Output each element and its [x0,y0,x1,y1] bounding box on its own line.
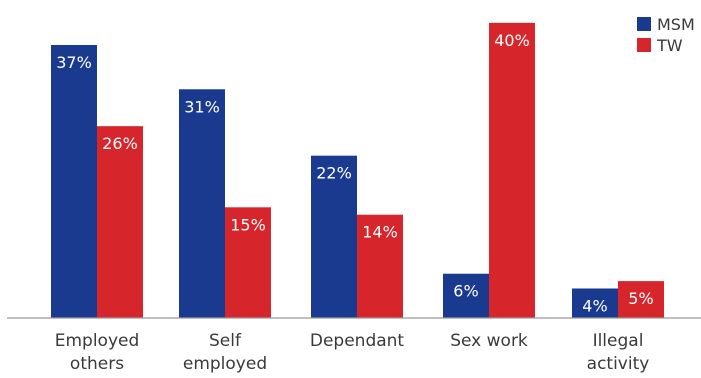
data-label-msm-1: 31% [184,97,220,116]
category-label-4-0: Illegal [593,331,644,351]
bar-tw-3 [489,22,535,318]
legend-swatch-tw [637,38,651,52]
category-label-3-0: Sex work [450,331,528,351]
category-label-0-1: others [70,354,124,374]
data-label-tw-2: 14% [362,223,398,242]
legend-label-msm: MSM [657,15,695,34]
category-label-1-0: Self [209,331,242,351]
category-label-4-1: activity [587,354,650,374]
bars-layer [51,22,664,319]
bar-tw-4 [618,281,664,318]
category-label-0-0: Employed [55,331,140,351]
bar-msm-4 [572,288,618,318]
labels-layer: 37% 26% 31% 15% 22% 14% 6% 40% 4% 5% [56,31,653,316]
legend-swatch-msm [637,17,651,31]
category-label-1-1: employed [183,354,267,374]
data-label-msm-0: 37% [56,53,92,72]
data-label-msm-2: 22% [316,164,352,183]
bar-tw-1 [225,207,271,318]
category-labels: Employed others Self employed Dependant Sex w… [55,331,650,374]
data-label-msm-4: 4% [582,296,607,315]
bar-msm-2 [311,155,357,318]
legend: MSM TW [637,15,695,55]
data-label-msm-3: 6% [453,282,478,301]
data-label-tw-4: 5% [628,289,653,308]
bar-msm-1 [179,89,225,318]
legend-label-tw: TW [656,36,683,55]
bar-msm-0 [51,44,97,318]
category-label-2-0: Dependant [310,331,405,351]
data-label-tw-3: 40% [494,31,530,50]
bar-tw-0 [97,126,143,319]
data-label-tw-0: 26% [102,134,138,153]
bar-msm-3 [443,273,489,318]
data-label-tw-1: 15% [230,215,266,234]
bar-tw-2 [357,214,403,318]
